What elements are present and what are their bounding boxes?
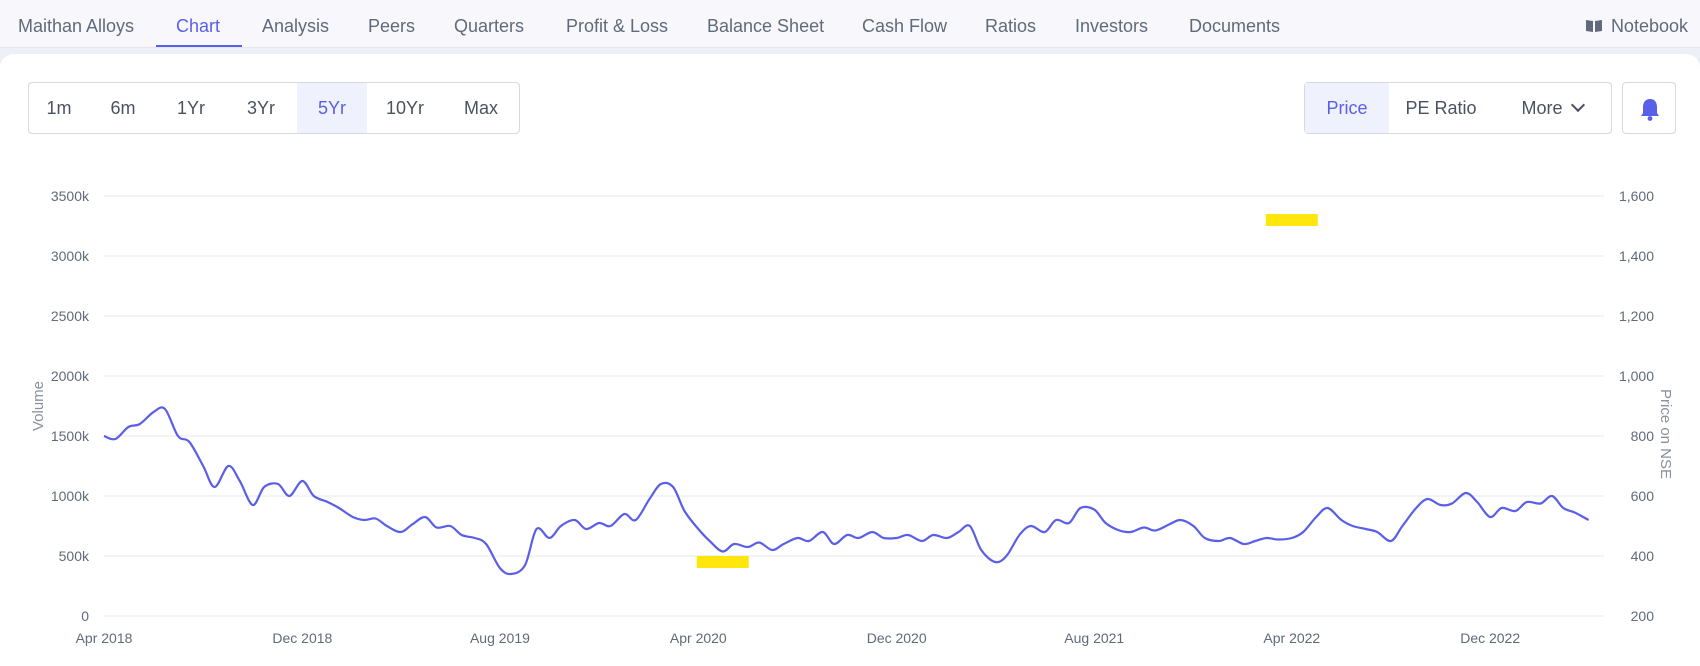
tab-investors[interactable]: Investors	[1075, 16, 1149, 36]
y-left-tick: 2000k	[51, 368, 90, 384]
tab-ratios[interactable]: Ratios	[985, 16, 1037, 36]
range-button-10yr[interactable]: 10Yr	[385, 98, 425, 118]
range-button-5yr[interactable]: 5Yr	[297, 83, 367, 133]
y-left-tick: 500k	[59, 548, 90, 564]
y-left-tick: 1000k	[51, 488, 90, 504]
y-right-tick: 1,200	[1619, 308, 1654, 324]
tab-documents[interactable]: Documents	[1189, 16, 1281, 36]
tab-quarters[interactable]: Quarters	[454, 16, 525, 36]
y-left-tick: 0	[81, 608, 89, 624]
book-icon	[1585, 20, 1602, 32]
range-button-max[interactable]: Max	[463, 98, 498, 118]
y-right-tick: 1,600	[1619, 188, 1654, 204]
tab-profit-loss[interactable]: Profit & Loss	[566, 16, 669, 36]
x-tick: Aug 2021	[1064, 630, 1124, 646]
tab-balance-sheet[interactable]: Balance Sheet	[707, 16, 825, 36]
alert-button[interactable]	[1622, 82, 1676, 134]
price-button[interactable]: Price	[1305, 83, 1389, 133]
highlight-annotation	[1265, 214, 1318, 226]
x-tick: Apr 2022	[1263, 630, 1320, 646]
active-tab-underline	[156, 45, 242, 47]
tab-maithan-alloys[interactable]: Maithan Alloys	[18, 16, 135, 36]
price-line	[103, 406, 1590, 576]
tab-chart[interactable]: Chart	[176, 16, 221, 36]
y-right-axis-title: Price on NSE	[1657, 389, 1674, 479]
y-left-tick: 3000k	[51, 248, 90, 264]
notebook-label: Notebook	[1610, 16, 1688, 36]
y-right-tick: 1,400	[1619, 248, 1654, 264]
tab-cash-flow[interactable]: Cash Flow	[862, 16, 948, 36]
y-left-tick: 2500k	[51, 308, 90, 324]
top-navigation: Maithan Alloys Chart Analysis Peers Quarters…	[0, 0, 1700, 48]
y-left-axis-title: Volume	[30, 381, 47, 431]
highlight-annotation	[696, 556, 749, 568]
y-right-tick: 1,000	[1619, 368, 1654, 384]
tab-peers[interactable]: Peers	[368, 16, 416, 36]
chart-card	[0, 54, 1700, 666]
more-label: More	[1521, 98, 1563, 118]
bell-icon	[1641, 99, 1659, 121]
tab-analysis[interactable]: Analysis	[262, 16, 330, 36]
x-tick: Dec 2020	[867, 630, 927, 646]
pe-ratio-button[interactable]: PE Ratio	[1405, 98, 1477, 118]
y-right-tick: 400	[1631, 548, 1655, 564]
more-dropdown[interactable]: More	[1493, 83, 1611, 133]
range-button-3yr[interactable]: 3Yr	[246, 98, 275, 118]
time-range-selector: 1m 6m 1Yr 3Yr 5Yr 10Yr Max	[28, 82, 520, 134]
y-left-tick: 1500k	[51, 428, 90, 444]
y-right-tick: 800	[1631, 428, 1655, 444]
x-tick: Dec 2018	[272, 630, 332, 646]
metric-selector: Price PE Ratio More	[1304, 82, 1612, 134]
range-button-1m[interactable]: 1m	[46, 98, 72, 118]
range-button-6m[interactable]: 6m	[110, 98, 136, 118]
y-right-tick: 200	[1631, 608, 1655, 624]
x-tick: Dec 2022	[1460, 630, 1520, 646]
notebook-link[interactable]: Notebook	[1585, 16, 1688, 37]
x-tick: Apr 2020	[670, 630, 727, 646]
y-left-tick: 3500k	[51, 188, 90, 204]
y-right-tick: 600	[1631, 488, 1655, 504]
x-tick: Apr 2018	[76, 630, 133, 646]
range-button-1yr[interactable]: 1Yr	[176, 98, 205, 118]
x-tick: Aug 2019	[470, 630, 530, 646]
